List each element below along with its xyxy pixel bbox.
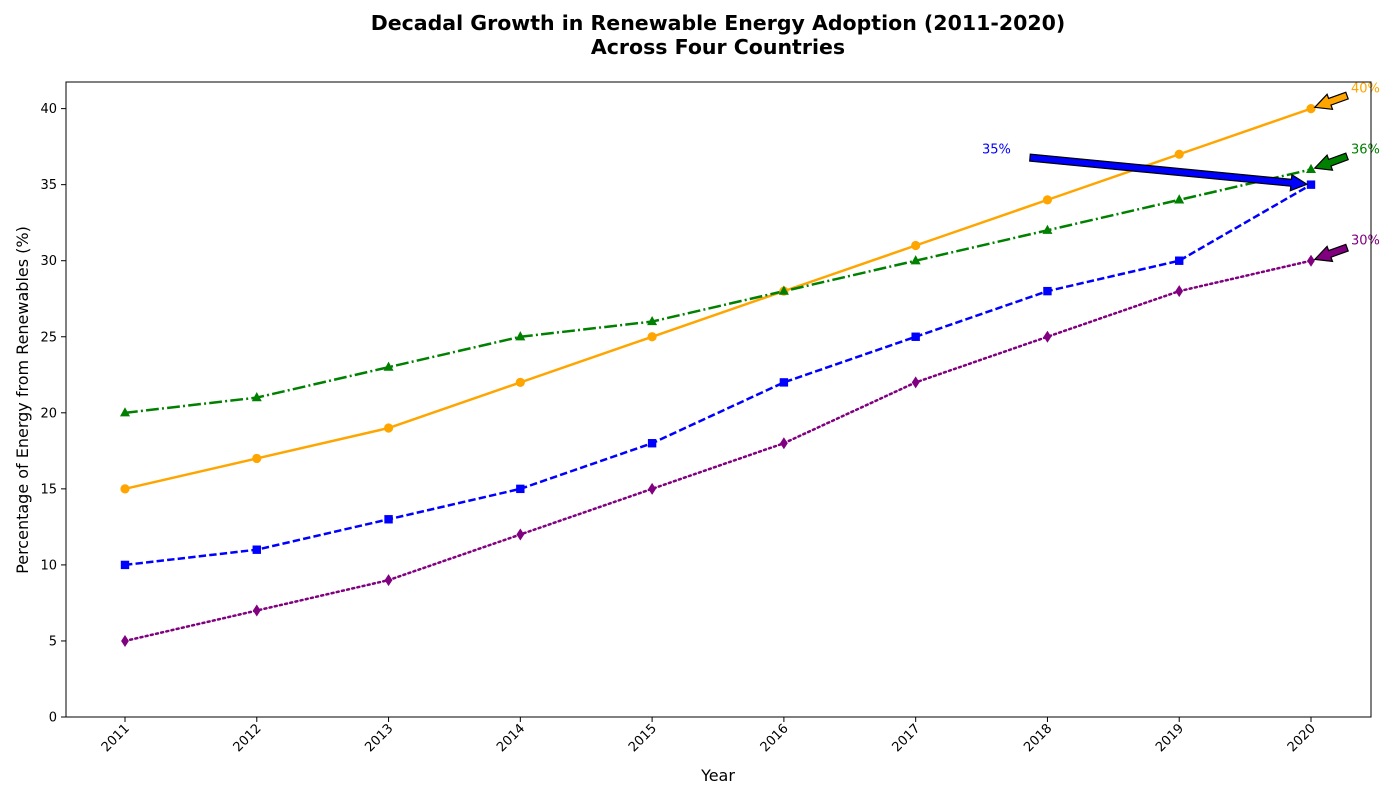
series-3-point-2019: [1175, 285, 1184, 298]
x-tick-label-2019: 2019: [1153, 721, 1187, 755]
series-2-point-2012: [251, 391, 262, 402]
chart-title-line-2: Across Four Countries: [590, 35, 846, 59]
y-tick-label-30: 30: [40, 254, 57, 269]
axes: 0 5 10 15 20 25 30 35 40 2011 2012 2013 2014 2015 2016…: [40, 81, 1372, 755]
x-tick-label-2020: 2020: [1285, 721, 1319, 755]
y-tick-label-5: 5: [49, 634, 57, 649]
annotation-label-3: 30%: [1351, 234, 1380, 249]
series-3-point-2014: [516, 528, 525, 541]
y-tick-label-20: 20: [40, 406, 57, 421]
series-1-point-2017: [911, 332, 920, 341]
chart-title: Decadal Growth in Renewable Energy Adopt…: [0, 11, 1400, 59]
plot-area-frame: [65, 81, 1372, 718]
series-0-line: [124, 107, 1312, 491]
annotation-label-0: 40%: [1351, 82, 1380, 97]
series-2-point-2011: [120, 407, 130, 417]
series-0-point-2014: [515, 377, 525, 387]
series-3-point-2012: [252, 604, 261, 617]
series-markers: [120, 104, 1316, 647]
x-tick-label-2013: 2013: [362, 721, 396, 755]
series-2-line: [124, 168, 1312, 415]
series-0-point-2015: [647, 332, 657, 342]
x-tick-label-2014: 2014: [494, 721, 528, 755]
x-tick-label-2016: 2016: [758, 721, 792, 755]
series-1-point-2016: [779, 378, 789, 387]
series-1-point-2020: [1306, 180, 1316, 189]
annotation-label-2: 35%: [982, 143, 1011, 158]
x-tick-label-2011: 2011: [99, 721, 133, 755]
series-2-point-2016: [778, 285, 789, 295]
annotations: 40% 36% 35% 30%: [982, 82, 1380, 263]
series-3-point-2016: [779, 437, 788, 450]
series-3-point-2015: [648, 482, 657, 495]
x-tick-label-2018: 2018: [1021, 721, 1055, 755]
annotation-arrow-2: [1029, 153, 1309, 192]
series-1-point-2019: [1175, 256, 1184, 265]
series-0-point-2013: [383, 423, 394, 433]
annotation-arrow-3: [1313, 243, 1349, 263]
y-tick-label-25: 25: [40, 330, 57, 345]
series-3-point-2020: [1307, 254, 1315, 267]
series-1-point-2012: [252, 545, 261, 554]
y-tick-label-10: 10: [40, 558, 57, 573]
y-tick-label-0: 0: [49, 711, 57, 726]
series-1-point-2011: [120, 560, 130, 570]
series-0-point-2020: [1306, 104, 1316, 114]
x-axis-label: Year: [700, 766, 735, 785]
series-2-point-2018: [1042, 224, 1053, 234]
series-1-point-2015: [647, 439, 657, 448]
annotation-label-1: 36%: [1351, 142, 1380, 157]
series-2-point-2020: [1306, 163, 1316, 174]
series-1-point-2013: [384, 515, 393, 524]
series-0-point-2019: [1174, 149, 1184, 159]
series-3-point-2011: [121, 634, 129, 647]
series-1-point-2014: [516, 484, 525, 494]
y-tick-label-35: 35: [40, 178, 57, 193]
y-tick-label-40: 40: [40, 102, 57, 117]
series-2-point-2013: [383, 361, 394, 371]
annotation-arrow-1: [1313, 152, 1349, 171]
series-3-line: [123, 259, 1313, 643]
chart-title-line-1: Decadal Growth in Renewable Energy Adopt…: [370, 11, 1066, 35]
series-2-point-2014: [515, 331, 526, 341]
series-0-point-2012: [252, 453, 262, 464]
x-tick-label-2012: 2012: [231, 721, 265, 755]
series-3-point-2018: [1043, 330, 1052, 343]
y-axis-label: Percentage of Energy from Renewables (%): [13, 226, 32, 574]
series-1-point-2018: [1043, 286, 1052, 296]
x-tick-label-2015: 2015: [626, 721, 660, 755]
series-3-point-2017: [911, 376, 920, 389]
series-2-point-2015: [647, 315, 658, 326]
series-1-line: [124, 183, 1312, 567]
series-3-point-2013: [384, 574, 393, 587]
series-0-point-2018: [1042, 195, 1053, 205]
annotation-arrow-0: [1313, 91, 1349, 111]
y-tick-label-15: 15: [40, 482, 57, 497]
series-0-point-2011: [120, 484, 130, 494]
series-lines: [123, 107, 1313, 643]
series-2-point-2017: [910, 255, 921, 265]
series-0-point-2017: [911, 240, 921, 251]
series-2-point-2019: [1174, 194, 1185, 204]
x-tick-label-2017: 2017: [889, 721, 923, 755]
